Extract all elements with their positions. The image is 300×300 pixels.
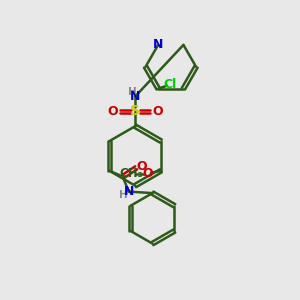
- Text: N: N: [130, 90, 140, 103]
- Text: O: O: [152, 105, 163, 118]
- Text: N: N: [124, 185, 134, 198]
- Text: Cl: Cl: [164, 78, 177, 91]
- Text: S: S: [130, 104, 140, 118]
- Text: H: H: [119, 190, 128, 200]
- Text: N: N: [153, 38, 164, 51]
- Text: CH₃: CH₃: [119, 167, 143, 180]
- Text: O: O: [137, 160, 147, 173]
- Text: H: H: [128, 87, 136, 97]
- Text: O: O: [142, 167, 153, 180]
- Text: O: O: [107, 105, 118, 118]
